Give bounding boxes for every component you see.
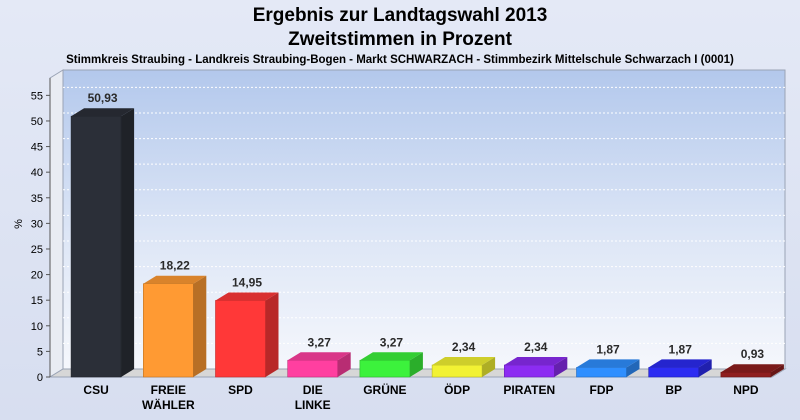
bar-top (287, 352, 351, 361)
bar-top (720, 364, 784, 373)
x-tick-label: FREIE (151, 383, 186, 397)
x-tick-label: ÖDP (444, 382, 470, 397)
data-label: 0,93 (741, 347, 765, 361)
bar[interactable] (431, 357, 496, 378)
data-label: 1,87 (596, 342, 620, 356)
bar-side (770, 364, 784, 377)
y-tick-label: 30 (31, 218, 43, 230)
y-tick-label: 35 (31, 193, 43, 205)
bar-top (504, 357, 568, 366)
data-label: 18,22 (160, 259, 190, 273)
x-tick-label: PIRATEN (503, 383, 555, 397)
y-tick-label: 15 (31, 295, 43, 307)
bar-side (554, 357, 568, 377)
y-tick-label: 0 (37, 372, 43, 384)
bar-side (193, 275, 207, 377)
bar-front (215, 300, 266, 378)
bar[interactable] (359, 352, 423, 378)
x-tick-label: GRÜNE (363, 382, 406, 397)
x-tick-label: FDP (590, 383, 614, 397)
data-label: 50,93 (88, 91, 118, 105)
bar-front (431, 364, 483, 378)
y-tick-label: 5 (37, 346, 43, 358)
data-label: 14,95 (232, 275, 262, 289)
y-tick-label: 10 (31, 321, 43, 333)
bar-front (359, 359, 411, 378)
bar[interactable] (576, 359, 640, 378)
y-axis-title: % (13, 219, 25, 229)
data-label: 2,34 (524, 340, 548, 354)
y-tick-label: 50 (31, 116, 43, 128)
bar-side (626, 359, 640, 377)
x-tick-label: WÄHLER (142, 397, 195, 412)
data-label: 2,34 (452, 340, 476, 354)
y-tick-label: 20 (31, 270, 43, 282)
bar-side (265, 292, 279, 377)
bar[interactable] (215, 292, 279, 378)
chart-subtitle: Zweitstimmen in Prozent (288, 29, 512, 50)
bar[interactable] (143, 275, 207, 378)
bar-front (648, 367, 700, 378)
bar-top (576, 359, 640, 368)
bar-side (409, 352, 423, 377)
data-label: 1,87 (669, 342, 693, 356)
y-tick-label: 40 (31, 167, 43, 179)
plot-side-wall (49, 69, 64, 378)
x-tick-label: BP (665, 383, 682, 397)
bar[interactable] (720, 364, 784, 378)
bar-front (720, 371, 772, 378)
bar-top (143, 275, 207, 284)
y-tick-label: 45 (31, 142, 43, 154)
chart-caption: Stimmkreis Straubing - Landkreis Straubi… (66, 54, 734, 66)
data-label: 3,27 (380, 335, 404, 349)
bar-top (71, 108, 135, 117)
data-label: 3,27 (308, 335, 332, 349)
chart-title: Ergebnis zur Landtagswahl 2013 (252, 5, 548, 26)
x-tick-label: SPD (228, 383, 253, 397)
bar-front (143, 283, 194, 378)
bar-top (648, 359, 712, 368)
bar[interactable] (287, 352, 351, 378)
bar[interactable] (70, 108, 135, 378)
x-tick-label: CSU (83, 383, 108, 397)
x-tick-label: DIE (303, 383, 323, 397)
bar[interactable] (648, 359, 712, 378)
bar-side (482, 357, 496, 377)
bar-top (215, 292, 279, 301)
y-tick-label: 25 (31, 244, 43, 256)
bar-side (337, 352, 351, 377)
bar-side (698, 359, 712, 377)
x-tick-label: LINKE (295, 398, 331, 412)
bar-front (503, 364, 555, 378)
bar-front (576, 367, 627, 378)
bar-top (359, 352, 423, 361)
bar-front (287, 359, 339, 378)
x-tick-label: NPD (733, 383, 759, 397)
bar-top (432, 357, 496, 366)
bar[interactable] (503, 357, 568, 378)
y-tick-label: 55 (31, 90, 43, 102)
bar-front (70, 115, 122, 378)
bar-side (121, 108, 135, 377)
